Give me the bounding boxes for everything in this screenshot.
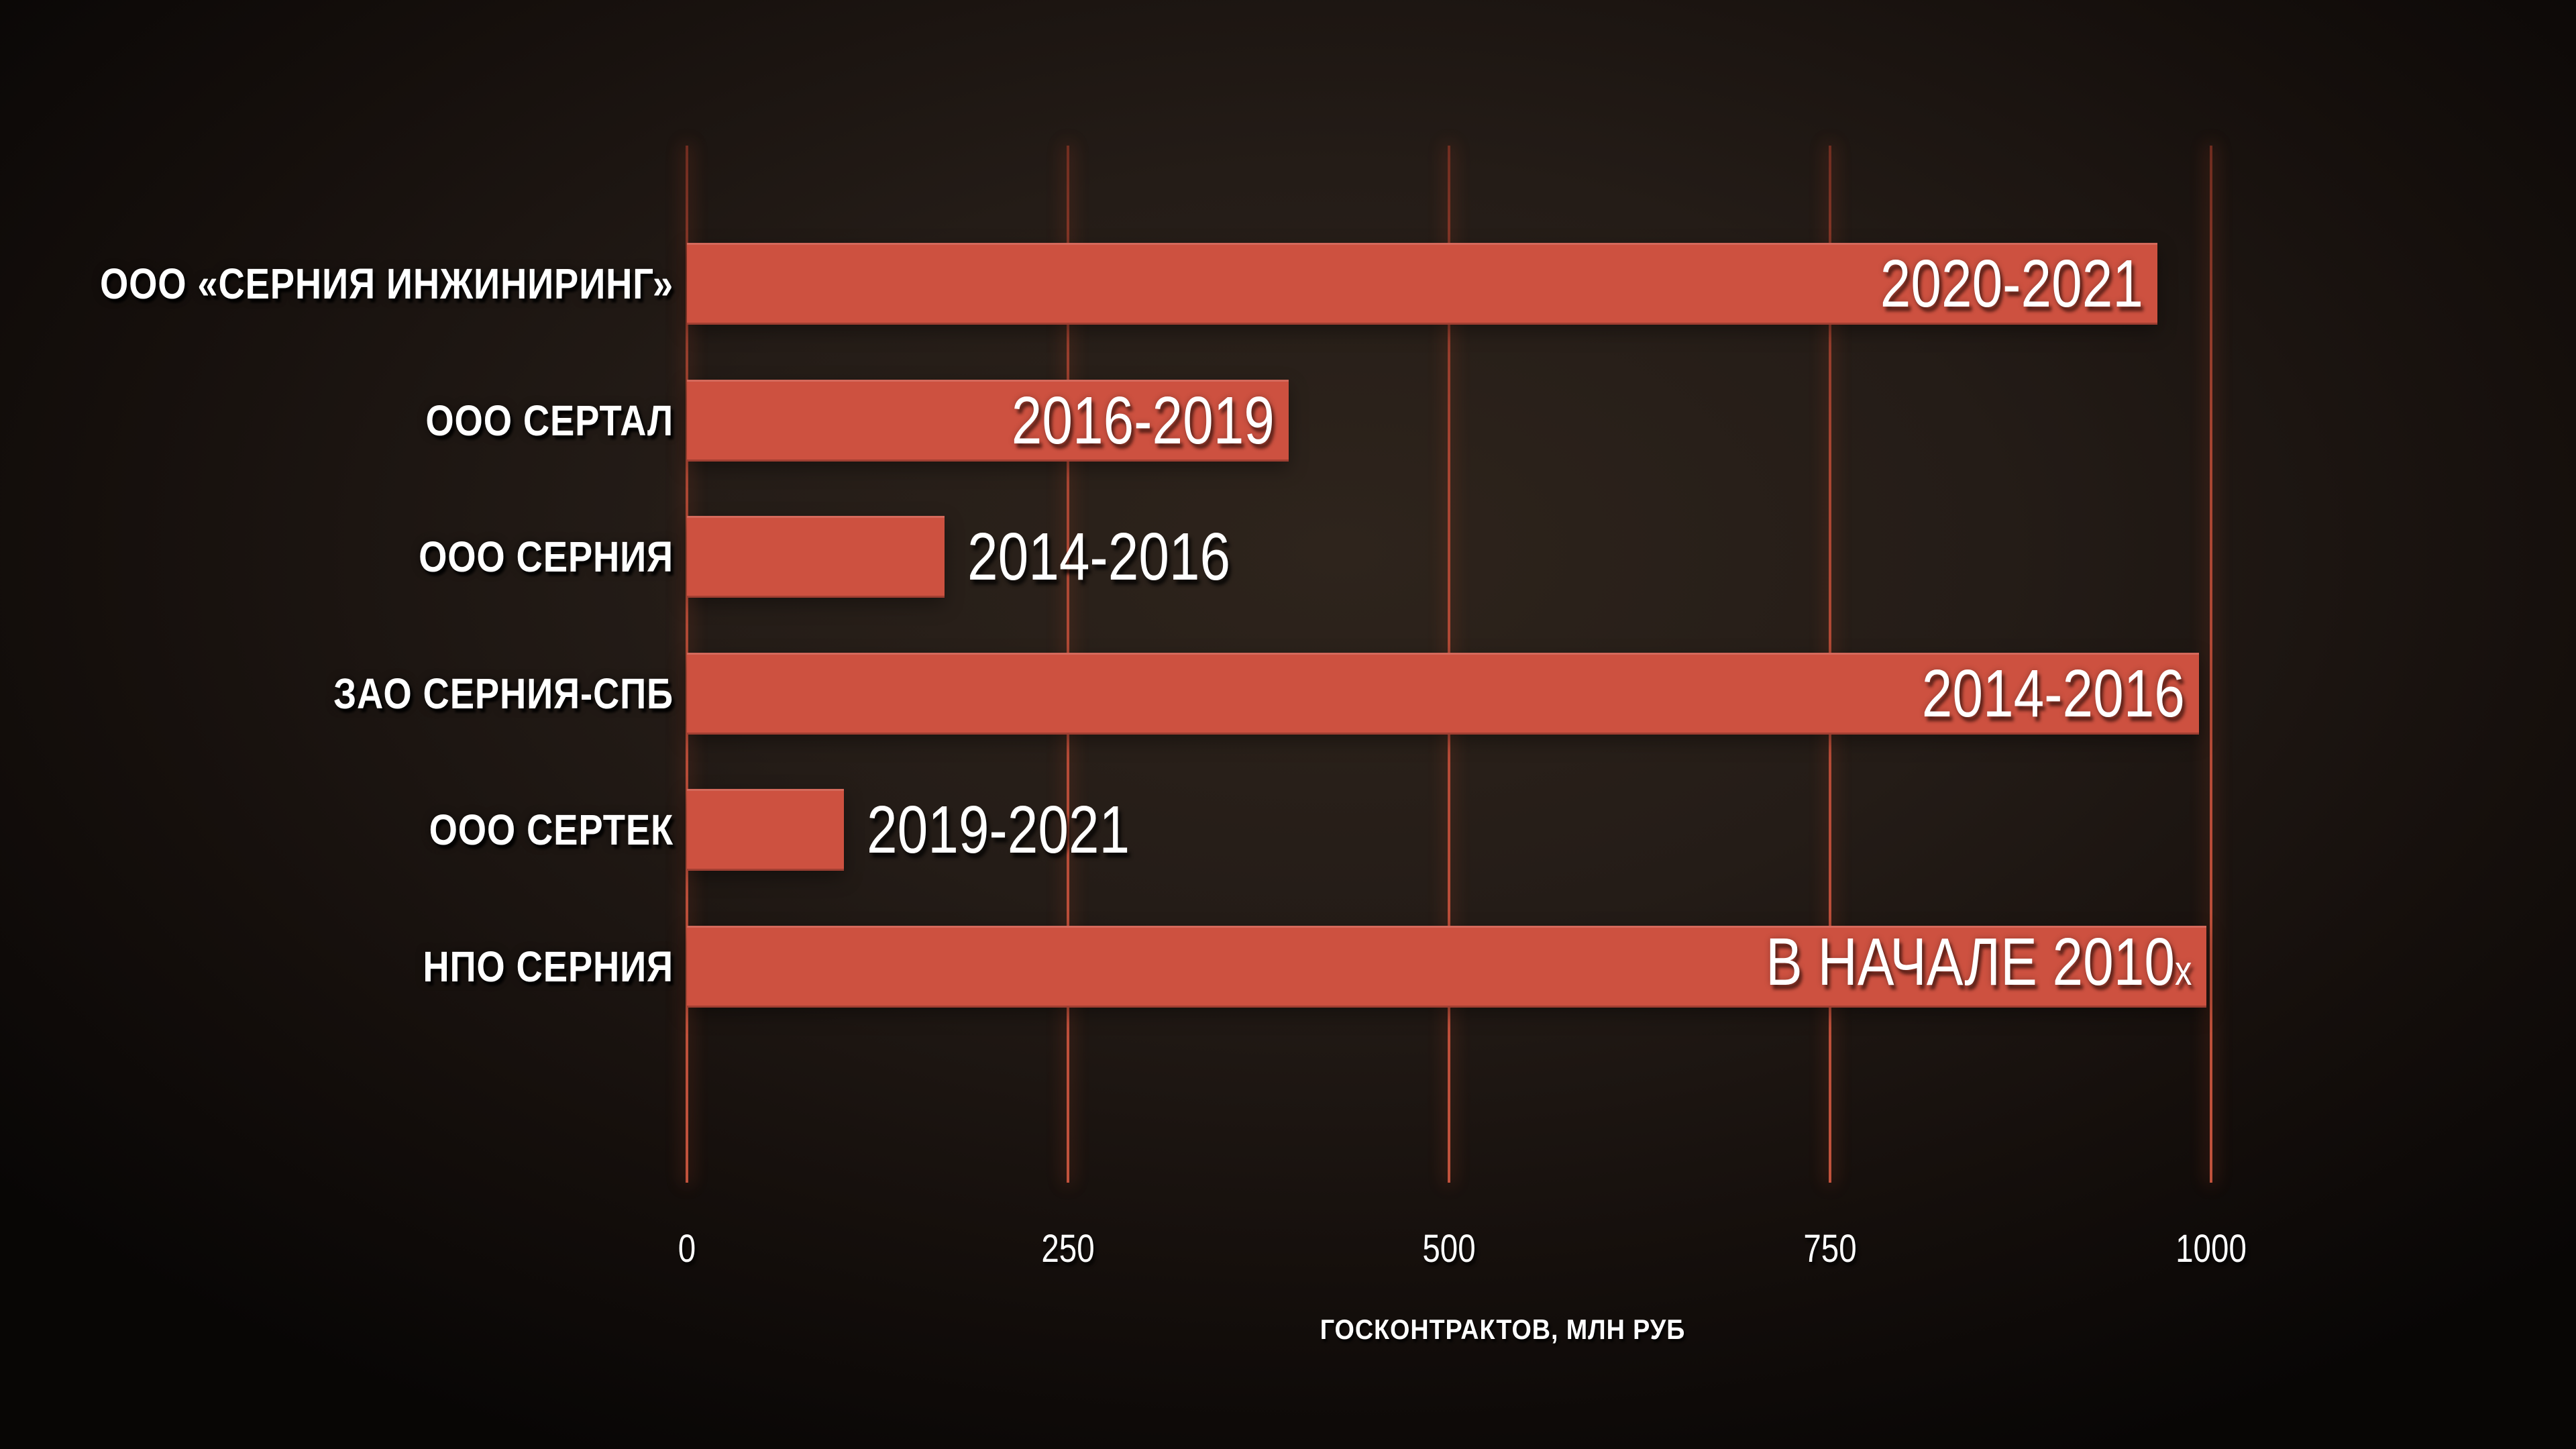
x-tick-label-0: 0 <box>678 1227 696 1271</box>
bar-row: ООО СЕРТЕК 2019-2021 <box>0 789 2576 871</box>
bar-value-label: 2016-2019 <box>1011 382 1275 458</box>
bar: В НАЧАЛЕ 2010х <box>687 924 2207 1008</box>
bar-row: НПО СЕРНИЯ В НАЧАЛЕ 2010х <box>0 924 2576 1008</box>
category-label: ООО СЕРТЕК <box>429 806 674 855</box>
bar-value-label: 2014-2016 <box>1921 655 2185 731</box>
category-label: ЗАО СЕРНИЯ-СПБ <box>333 669 674 718</box>
category-label: ООО СЕРНИЯ <box>419 533 674 582</box>
bar-row: ООО «СЕРНИЯ ИНЖИНИРИНГ» 2020-2021 <box>0 243 2576 325</box>
category-label: НПО СЕРНИЯ <box>423 943 674 991</box>
bar-value-label-suffix: х <box>2175 948 2192 994</box>
bar <box>687 789 845 871</box>
gridline-1000 <box>2210 146 2212 1183</box>
category-label: ООО СЕРТАЛ <box>425 396 674 445</box>
bar: 2020-2021 <box>687 243 2158 325</box>
bar-value-label: 2019-2021 <box>867 792 1130 868</box>
x-axis-title: ГОСКОНТРАКТОВ, МЛН РУБ <box>1320 1313 1686 1345</box>
bar-row: ЗАО СЕРНИЯ-СПБ 2014-2016 <box>0 652 2576 735</box>
bar-row: ООО СЕРНИЯ 2014-2016 <box>0 516 2576 598</box>
bar <box>687 516 945 598</box>
category-label: ООО «СЕРНИЯ ИНЖИНИРИНГ» <box>99 260 674 308</box>
x-tick-label-250: 250 <box>1041 1227 1095 1271</box>
bar-row: ООО СЕРТАЛ 2016-2019 <box>0 379 2576 462</box>
bar-value-label: 2020-2021 <box>1880 246 2144 321</box>
bar: 2014-2016 <box>687 652 2199 735</box>
bar: 2016-2019 <box>687 379 1289 462</box>
x-tick-label-500: 500 <box>1422 1227 1476 1271</box>
x-tick-label-1000: 1000 <box>2176 1227 2247 1271</box>
bar-value-label: 2014-2016 <box>967 519 1231 595</box>
x-tick-label-750: 750 <box>1803 1227 1857 1271</box>
bar-value-label: В НАЧАЛЕ 2010х <box>1766 924 2192 1000</box>
